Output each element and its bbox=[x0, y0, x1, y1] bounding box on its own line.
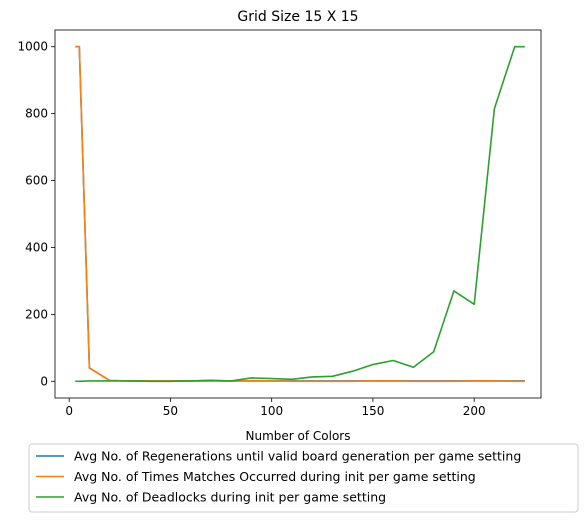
legend-entry-2: Avg No. of Times Matches Occurred during… bbox=[74, 469, 476, 484]
x-tick-label: 0 bbox=[65, 404, 73, 418]
legend-entry-1: Avg No. of Regenerations until valid boa… bbox=[74, 449, 521, 464]
y-tick-label: 200 bbox=[25, 307, 48, 321]
legend-box bbox=[28, 443, 579, 513]
y-tick-label: 800 bbox=[25, 107, 48, 121]
y-tick-label: 400 bbox=[25, 240, 48, 254]
chart-title: Grid Size 15 X 15 bbox=[237, 9, 358, 25]
series-line-3 bbox=[75, 45, 525, 383]
x-tick-label: 200 bbox=[463, 404, 486, 418]
plot-area bbox=[75, 45, 525, 383]
y-tick-label: 600 bbox=[25, 174, 48, 188]
y-tick-label: 1000 bbox=[17, 40, 48, 54]
series-line-2 bbox=[75, 45, 525, 383]
legend: Avg No. of Regenerations until valid boa… bbox=[28, 443, 579, 513]
x-axis: 0 50 100 150 200 bbox=[65, 398, 486, 418]
series-line-1 bbox=[75, 45, 525, 382]
x-tick-label: 150 bbox=[361, 404, 384, 418]
x-tick-label: 100 bbox=[260, 404, 283, 418]
legend-entry-3: Avg No. of Deadlocks during init per gam… bbox=[74, 490, 386, 505]
plot-frame bbox=[54, 29, 542, 399]
x-axis-label: Number of Colors bbox=[246, 429, 351, 443]
y-tick-label: 0 bbox=[40, 374, 48, 388]
x-tick-label: 50 bbox=[163, 404, 178, 418]
y-axis: 0 200 400 600 800 1000 bbox=[17, 40, 55, 388]
